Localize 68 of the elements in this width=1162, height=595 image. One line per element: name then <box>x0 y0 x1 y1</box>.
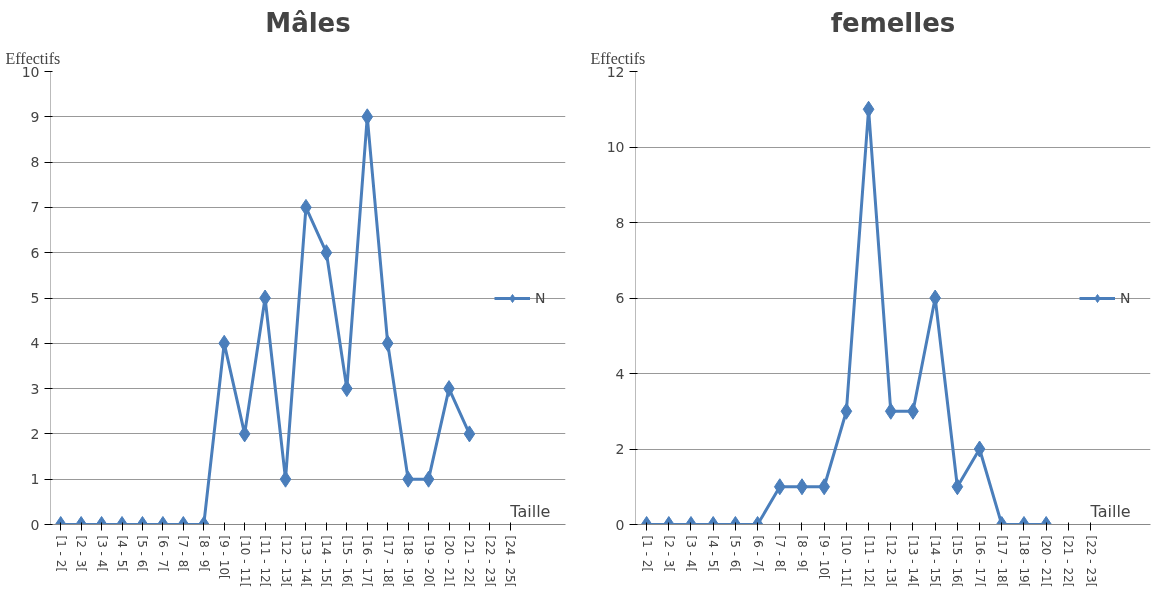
x-tick-label: [22 - 23[ <box>482 535 497 588</box>
x-tick-label: [21 - 22[ <box>1061 535 1076 588</box>
x-tick-label: [6 - 7[ <box>155 535 170 573</box>
legend-label: N <box>1120 289 1132 306</box>
x-tick-label: [20 - 21[ <box>1039 535 1054 588</box>
y-tick-label: 2 <box>30 425 40 442</box>
x-tick-label: [24 - 25[ <box>503 535 518 588</box>
x-tick-label: [2 - 3[ <box>661 535 676 573</box>
y-tick-label: 2 <box>615 441 625 457</box>
y-tick-label: 1 <box>30 471 40 488</box>
x-tick-label: [12 - 13[ <box>278 535 293 588</box>
x-tick-label: [7 - 8[ <box>176 535 191 573</box>
x-tick-label: [8 - 9[ <box>794 535 809 573</box>
point <box>320 244 333 262</box>
y-tick-label: 8 <box>30 154 40 171</box>
y-tick-label: 9 <box>30 108 40 125</box>
x-tick-label: [15 - 16[ <box>950 535 965 588</box>
x-tick-label: [9 - 10[ <box>817 535 832 580</box>
x-tick-label: [7 - 8[ <box>772 535 787 573</box>
x-tick-label: [11 - 12[ <box>258 535 273 588</box>
x-tick-label: [20 - 21[ <box>442 535 457 588</box>
x-tick-label: [4 - 5[ <box>115 535 130 573</box>
x-tick-label: [17 - 18[ <box>994 535 1009 588</box>
x-axis-title: Taille <box>1089 501 1131 521</box>
y-tick-label: 5 <box>30 290 40 306</box>
x-tick-label: [14 - 15[ <box>928 535 943 588</box>
x-tick-label: [4 - 5[ <box>706 535 721 573</box>
y-tick-label: 4 <box>615 365 625 382</box>
x-tick-label: [13 - 14[ <box>298 535 313 588</box>
x-tick-label: [11 - 12[ <box>861 535 876 588</box>
x-tick-label: [22 - 23[ <box>1083 535 1098 588</box>
x-tick-label: [17 - 18[ <box>380 535 395 588</box>
x-tick-label: [13 - 14[ <box>905 535 920 588</box>
chart-title: Mâles <box>265 7 351 38</box>
x-tick-label: [21 - 22[ <box>462 535 477 588</box>
x-tick-label: [14 - 15[ <box>319 535 334 588</box>
x-tick-label: [6 - 7[ <box>750 535 765 573</box>
x-tick-label: [10 - 11[ <box>237 535 252 588</box>
x-tick-label: [19 - 20[ <box>421 535 436 588</box>
y-tick-label: 6 <box>615 290 625 306</box>
y-tick-label: 4 <box>30 335 40 352</box>
x-tick-label: [16 - 17[ <box>972 535 987 588</box>
y-tick-label: 8 <box>615 214 625 231</box>
chart-title: femelles <box>830 7 956 38</box>
x-tick-label: [2 - 3[ <box>74 535 89 573</box>
x-tick-label: [8 - 9[ <box>196 535 211 573</box>
point <box>381 334 394 352</box>
x-tick-label: [16 - 17[ <box>360 535 375 588</box>
x-tick-label: [9 - 10[ <box>217 535 232 580</box>
x-tick-label: [15 - 16[ <box>339 535 354 588</box>
y-tick-label: 10 <box>606 139 625 155</box>
y-tick-label: 0 <box>615 516 625 533</box>
x-tick-label: [3 - 4[ <box>684 535 698 573</box>
x-tick-label: [1 - 2[ <box>639 535 654 573</box>
x-tick-label: [18 - 19[ <box>401 535 416 588</box>
x-tick-label: [18 - 19[ <box>1016 535 1031 588</box>
y-tick-label: 3 <box>30 380 40 397</box>
y-tick-label: 7 <box>30 199 40 216</box>
x-tick-label: [10 - 11[ <box>839 535 854 588</box>
x-tick-label: [1 - 2[ <box>53 535 68 573</box>
x-tick-label: [12 - 13[ <box>883 535 898 588</box>
legend-label: N <box>535 289 547 306</box>
y-tick-label: 6 <box>30 244 40 261</box>
y-tick-label: 0 <box>30 516 40 533</box>
x-tick-label: [5 - 6[ <box>728 535 743 573</box>
x-axis-title: Taille <box>509 501 551 521</box>
x-tick-label: [5 - 6[ <box>135 535 150 573</box>
x-tick-label: [3 - 4[ <box>94 535 109 573</box>
